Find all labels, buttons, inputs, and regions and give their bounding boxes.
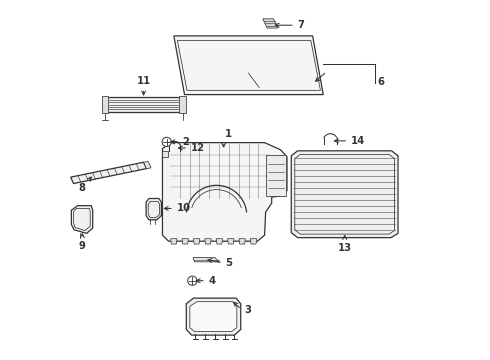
Text: 4: 4 xyxy=(208,276,216,286)
Circle shape xyxy=(162,137,171,147)
Polygon shape xyxy=(193,257,220,262)
Text: 3: 3 xyxy=(244,305,251,315)
Polygon shape xyxy=(146,198,161,220)
Text: 10: 10 xyxy=(176,203,190,213)
Polygon shape xyxy=(71,162,147,184)
Polygon shape xyxy=(267,155,286,196)
Text: 8: 8 xyxy=(78,183,86,193)
Polygon shape xyxy=(144,162,151,168)
Text: 12: 12 xyxy=(191,143,204,153)
Text: 2: 2 xyxy=(183,137,190,147)
Polygon shape xyxy=(163,151,169,157)
Text: 9: 9 xyxy=(79,241,86,251)
Polygon shape xyxy=(171,239,177,244)
Polygon shape xyxy=(216,239,222,244)
Polygon shape xyxy=(102,96,108,113)
Text: 13: 13 xyxy=(338,243,352,253)
Polygon shape xyxy=(163,143,287,241)
Polygon shape xyxy=(179,96,186,113)
Text: 14: 14 xyxy=(351,136,365,146)
Text: 11: 11 xyxy=(136,76,151,86)
Text: 1: 1 xyxy=(225,130,232,139)
Polygon shape xyxy=(190,302,237,332)
Polygon shape xyxy=(72,206,93,233)
Text: 5: 5 xyxy=(225,258,232,268)
Polygon shape xyxy=(227,239,234,244)
Text: 6: 6 xyxy=(377,77,384,87)
Polygon shape xyxy=(194,239,200,244)
Polygon shape xyxy=(263,19,278,28)
Polygon shape xyxy=(182,239,189,244)
Polygon shape xyxy=(239,239,245,244)
Polygon shape xyxy=(250,239,257,244)
Polygon shape xyxy=(174,36,323,95)
Polygon shape xyxy=(186,298,241,335)
Polygon shape xyxy=(291,151,398,238)
Circle shape xyxy=(188,276,197,285)
Text: 7: 7 xyxy=(297,20,305,30)
Polygon shape xyxy=(106,98,181,112)
Polygon shape xyxy=(205,239,211,244)
